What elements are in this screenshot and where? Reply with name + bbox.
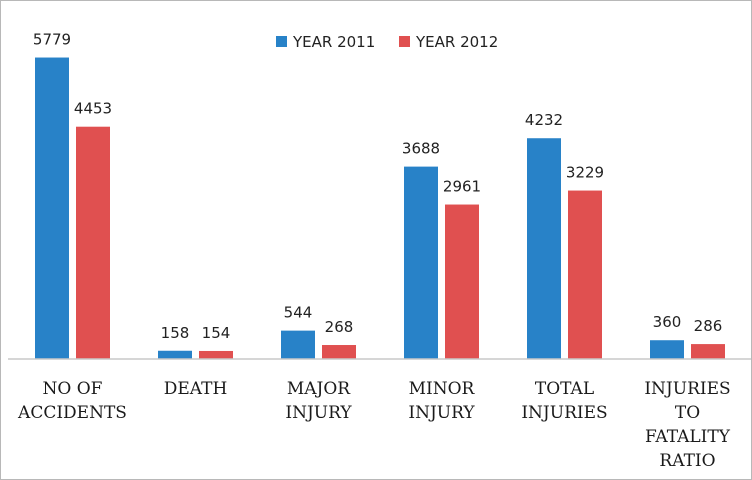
data-label-1-6: 360	[653, 313, 682, 331]
data-labels: 5779 4453 158 154 544 268 3688 2961 4232 3229 360 2…	[33, 31, 722, 342]
legend-label-1: YEAR 2011	[292, 33, 375, 51]
category-label-3-line-1: MAJOR	[287, 379, 351, 399]
data-label-2-5: 3229	[566, 164, 604, 182]
bar-1-4	[404, 166, 438, 359]
bar-2-6	[691, 344, 725, 359]
data-label-2-3: 268	[325, 318, 354, 336]
bar-1-3	[281, 330, 315, 359]
bars	[35, 57, 725, 359]
data-label-1-2: 158	[161, 324, 190, 342]
category-label-4-line-2: INJURY	[408, 403, 475, 423]
category-label-5-line-2: INJURIES	[521, 403, 607, 423]
legend-swatch-2	[399, 36, 410, 47]
data-label-2-2: 154	[202, 324, 231, 342]
bar-2-5	[568, 190, 602, 359]
bar-1-2	[158, 350, 192, 359]
legend-swatch-1	[276, 36, 287, 47]
category-label-6-line-3: FATALITY	[645, 427, 731, 447]
data-label-2-4: 2961	[443, 178, 481, 196]
data-label-2-6: 286	[694, 317, 723, 335]
category-label-3-line-2: INJURY	[285, 403, 352, 423]
data-label-1-3: 544	[284, 304, 313, 322]
category-label-6-line-1: INJURIES	[644, 379, 730, 399]
legend: YEAR 2011 YEAR 2012	[276, 33, 498, 51]
category-label-6-line-2: TO	[675, 403, 700, 423]
category-label-4-line-1: MINOR	[409, 379, 476, 399]
category-label-5-line-1: TOTAL	[535, 379, 594, 399]
bar-2-4	[445, 204, 479, 359]
data-label-2-1: 4453	[74, 100, 112, 118]
bar-2-1	[76, 126, 110, 359]
category-label-6-line-4: RATIO	[659, 451, 715, 471]
data-label-1-4: 3688	[402, 140, 440, 158]
category-labels: NO OF ACCIDENTS DEATH MAJOR INJURY MINOR INJUR…	[17, 379, 731, 471]
bar-1-5	[527, 138, 561, 359]
category-label-1-line-2: ACCIDENTS	[17, 403, 127, 423]
bar-2-3	[322, 345, 356, 359]
category-label-2-line-1: DEATH	[164, 379, 228, 399]
legend-label-2: YEAR 2012	[415, 33, 498, 51]
data-label-1-1: 5779	[33, 31, 71, 49]
bar-2-2	[199, 350, 233, 359]
data-label-1-5: 4232	[525, 111, 563, 129]
category-label-1-line-1: NO OF	[43, 379, 103, 399]
bar-1-1	[35, 57, 69, 359]
bar-1-6	[650, 340, 684, 359]
